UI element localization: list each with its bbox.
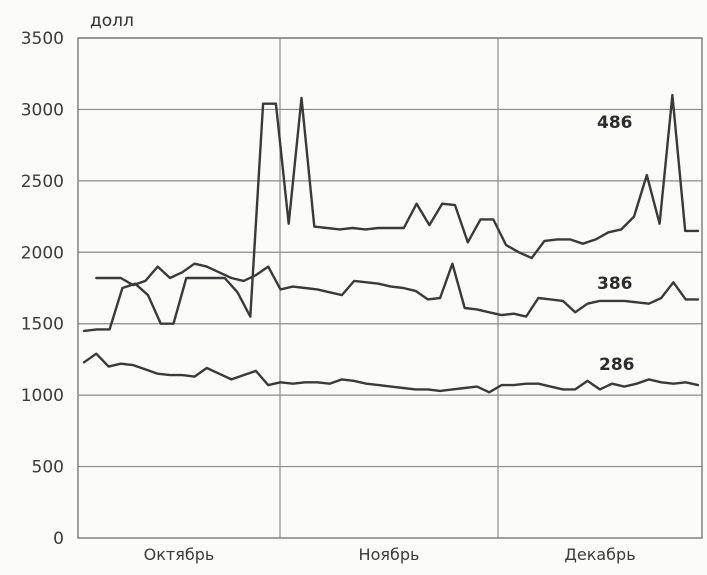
y-tick-label: 500 — [32, 458, 64, 478]
y-tick-label: 1500 — [21, 315, 64, 335]
y-tick-label: 2500 — [21, 172, 64, 192]
series-label-286: 286 — [599, 355, 635, 375]
x-category-label: Ноябрь — [359, 545, 420, 564]
x-axis-category-labels: Октябрь Ноябрь Декабрь — [144, 545, 636, 564]
x-category-label: Октябрь — [144, 545, 215, 564]
y-tick-label: 3000 — [21, 100, 64, 120]
y-axis-tick-labels: 0 500 1000 1500 2000 2500 3000 3500 — [21, 29, 64, 549]
series-line-286 — [82, 352, 700, 394]
grid — [77, 37, 703, 539]
series-line-486 — [82, 93, 700, 333]
plot-frame — [77, 37, 703, 539]
y-tick-label: 2000 — [21, 243, 64, 263]
y-tick-label: 0 — [53, 529, 64, 549]
series-label-486: 486 — [597, 113, 633, 133]
series-label-386: 386 — [597, 274, 633, 294]
y-tick-label: 3500 — [21, 29, 64, 49]
y-unit-label: долл — [90, 11, 134, 31]
series-labels: 486 386 286 — [597, 113, 635, 375]
x-category-label: Декабрь — [564, 545, 635, 564]
series-line-386 — [95, 262, 700, 318]
series-lines — [82, 93, 700, 394]
y-tick-label: 1000 — [21, 386, 64, 406]
